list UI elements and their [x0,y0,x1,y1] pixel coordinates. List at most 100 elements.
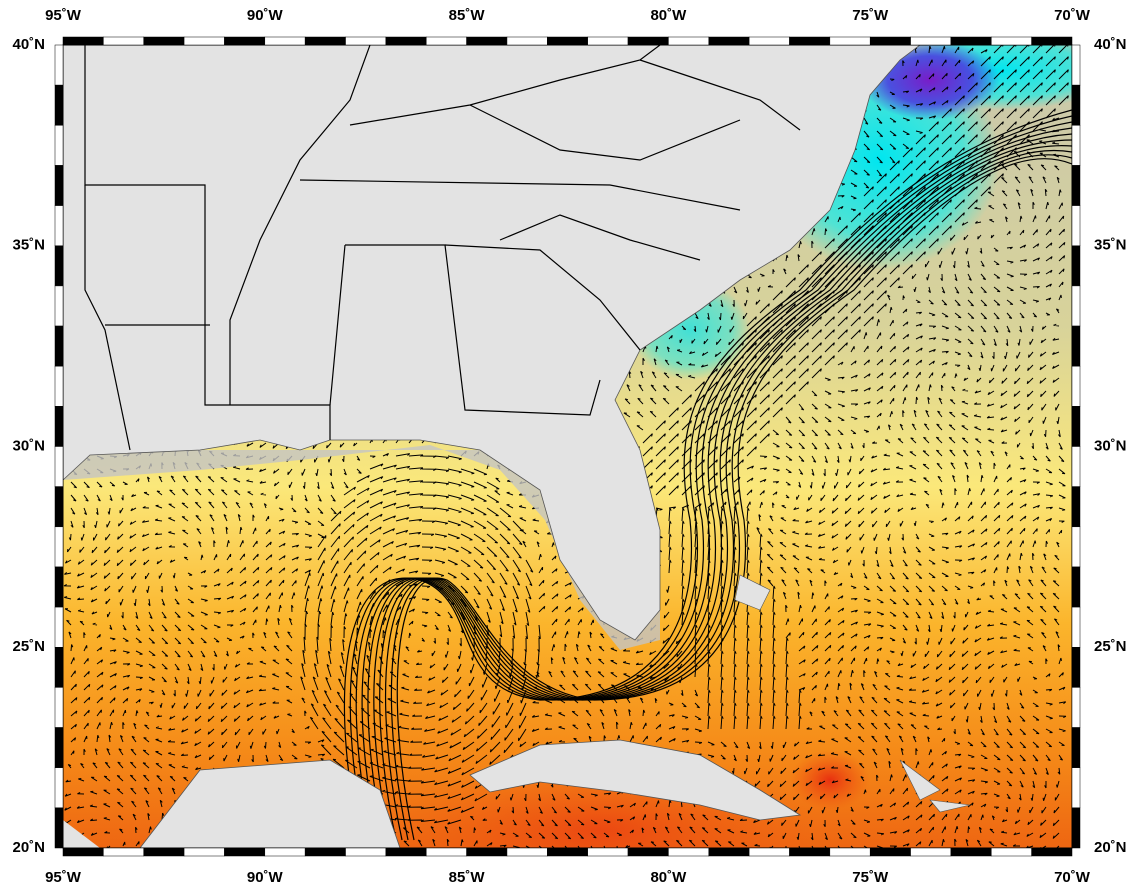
lat-label: 30˚N [1094,437,1127,454]
border-segment [54,245,64,287]
border-segment [54,687,64,728]
map-body [63,45,1072,848]
border-segment [54,205,64,247]
border-segment [991,847,1032,857]
border-segment [224,36,266,46]
lon-label: 75˚W [852,7,889,24]
coordinate-labels: 95˚W 95˚W 90˚W 90˚W 85˚W 85˚W 80˚W 80˚W 75˚W 75˚W… [12,7,1126,886]
border-segment [54,566,64,608]
streamline [367,133,1072,841]
border-segment [1071,406,1081,447]
border-segment [950,847,992,857]
border-segment [54,486,64,528]
border-segment [54,165,64,206]
lat-label: 20˚N [12,839,45,856]
border-segment [143,847,185,857]
streamline [355,121,1072,841]
cuba [469,739,802,821]
border-segment [789,847,831,857]
graticule-border [54,36,1081,857]
border-segment [345,36,387,46]
border-segment [1071,165,1081,206]
lon-label: 95˚W [45,7,82,24]
border-segment [345,847,387,857]
border-segment [1071,245,1081,287]
lon-label: 90˚W [247,869,284,886]
border-segment [910,847,952,857]
border-segment [385,847,427,857]
lon-label: 85˚W [449,7,486,24]
streamline [390,154,1072,841]
streamline [343,109,1072,841]
border-segment [103,36,144,46]
border-segment [183,847,225,857]
border-segment [304,847,346,857]
border-segment [54,325,64,367]
border-segment [54,727,64,768]
streamline [396,158,1072,841]
current-vectors [63,45,1072,848]
border-segment [54,365,64,407]
mexico [63,820,100,848]
border-segment [1071,687,1081,728]
border-segment [103,847,144,857]
streamline [349,115,1072,841]
border-segment [54,406,64,447]
border-segment [748,847,790,857]
border-segment [547,847,588,857]
lon-label: 85˚W [449,869,486,886]
border-segment [425,36,467,46]
border-segment [62,36,104,46]
lon-label: 70˚W [1054,869,1091,886]
border-segment [1071,365,1081,407]
bahamas [734,574,971,813]
border-segment [950,36,992,46]
streamline [361,127,1072,841]
lon-label: 95˚W [45,869,82,886]
border-segment [829,847,871,857]
border-segment [547,36,588,46]
border-segment [1071,325,1081,367]
lon-label: 80˚W [650,7,687,24]
border-segment [1071,84,1081,126]
border-segment [385,36,427,46]
lat-label: 35˚N [12,237,45,254]
border-segment [264,847,306,857]
border-segment [627,36,669,46]
border-segment [869,847,911,857]
border-segment [466,36,508,46]
lon-label: 90˚W [247,7,284,24]
lat-label: 20˚N [1094,839,1127,856]
border-segment [54,647,64,688]
border-segment [54,44,64,86]
border-segment [54,446,64,487]
border-segment [264,36,306,46]
border-segment [506,847,548,857]
border-segment [708,847,750,857]
border-segment [466,847,508,857]
border-segment [789,36,831,46]
lat-label: 35˚N [1094,237,1127,254]
border-segment [54,526,64,568]
border-segment [1071,285,1081,327]
lon-label: 80˚W [650,869,687,886]
border-segment [1071,486,1081,528]
border-segment [1071,647,1081,688]
border-segment [991,36,1032,46]
lat-label: 25˚N [1094,638,1127,655]
border-segment [627,847,669,857]
lon-label: 70˚W [1054,7,1091,24]
streamline [373,139,1072,841]
state-borders [84,45,801,451]
lat-label: 40˚N [1094,36,1127,53]
border-segment [143,36,185,46]
border-segment [829,36,871,46]
border-segment [1071,44,1081,86]
warm-water [790,750,870,810]
border-segment [54,606,64,648]
lat-label: 30˚N [12,437,45,454]
yucatan [139,759,401,848]
lat-label: 25˚N [12,638,45,655]
